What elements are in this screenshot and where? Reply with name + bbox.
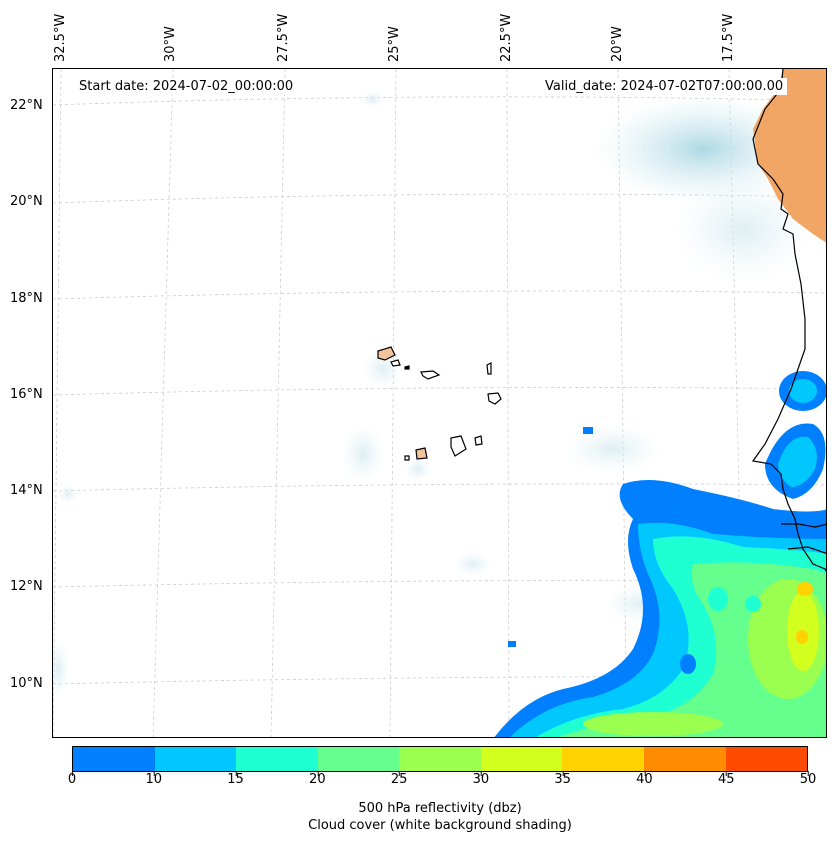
lon-label-25w: 25°W xyxy=(387,26,402,62)
colorbar-segment-2 xyxy=(236,747,318,771)
colorbar-tick-15: 15 xyxy=(227,771,244,787)
lon-label-30w: 30°W xyxy=(163,26,178,62)
lon-label-17-5w: 17.5°W xyxy=(721,13,736,62)
colorbar-sublabel: Cloud cover (white background shading) xyxy=(308,818,572,833)
colorbar-tick-40: 40 xyxy=(636,771,653,787)
valid-date-label: Valid_date: 2024-07-02T07:00:00.00 xyxy=(541,78,788,95)
colorbar-label: 500 hPa reflectivity (dbz) xyxy=(358,801,522,816)
colorbar-segment-0 xyxy=(73,747,155,771)
colorbar xyxy=(72,746,808,772)
colorbar-segment-1 xyxy=(154,747,237,771)
land xyxy=(753,69,826,243)
lat-label-10n: 10°N xyxy=(10,676,43,691)
map-panel: Start date: 2024-07-02_00:00:00 Valid_da… xyxy=(52,68,827,738)
colorbar-segment-3 xyxy=(317,747,400,771)
colorbar-tick-30: 30 xyxy=(472,771,490,787)
colorbar-segment-5 xyxy=(480,747,563,771)
start-date-label: Start date: 2024-07-02_00:00:00 xyxy=(75,78,298,95)
map-canvas xyxy=(53,69,826,737)
lat-label-18n: 18°N xyxy=(10,291,43,306)
colorbar-segment-4 xyxy=(399,747,481,771)
colorbar-tick-45: 45 xyxy=(717,771,735,787)
lon-label-20w: 20°W xyxy=(610,26,625,62)
colorbar-tick-35: 35 xyxy=(554,771,571,787)
colorbar-tick-10: 10 xyxy=(145,771,163,787)
colorbar-segment-6 xyxy=(562,747,644,771)
lat-label-16n: 16°N xyxy=(10,387,43,402)
islands xyxy=(377,346,502,461)
colorbar-segment-7 xyxy=(643,747,726,771)
colorbar-tick-20: 20 xyxy=(309,771,326,787)
lat-label-22n: 22°N xyxy=(10,98,43,113)
lon-label-32-5w: 32.5°W xyxy=(53,13,68,62)
lat-label-12n: 12°N xyxy=(10,579,43,594)
colorbar-segment-8 xyxy=(725,747,808,771)
colorbar-tick-0: 0 xyxy=(67,771,77,787)
lat-label-14n: 14°N xyxy=(10,483,43,498)
lat-label-20n: 20°N xyxy=(10,194,43,209)
coastline xyxy=(751,69,826,572)
colorbar-tick-25: 25 xyxy=(390,771,408,787)
colorbar-tick-50: 50 xyxy=(799,771,817,787)
reflectivity xyxy=(494,371,826,737)
lon-label-22-5w: 22.5°W xyxy=(499,13,514,62)
lon-label-27-5w: 27.5°W xyxy=(276,13,291,62)
